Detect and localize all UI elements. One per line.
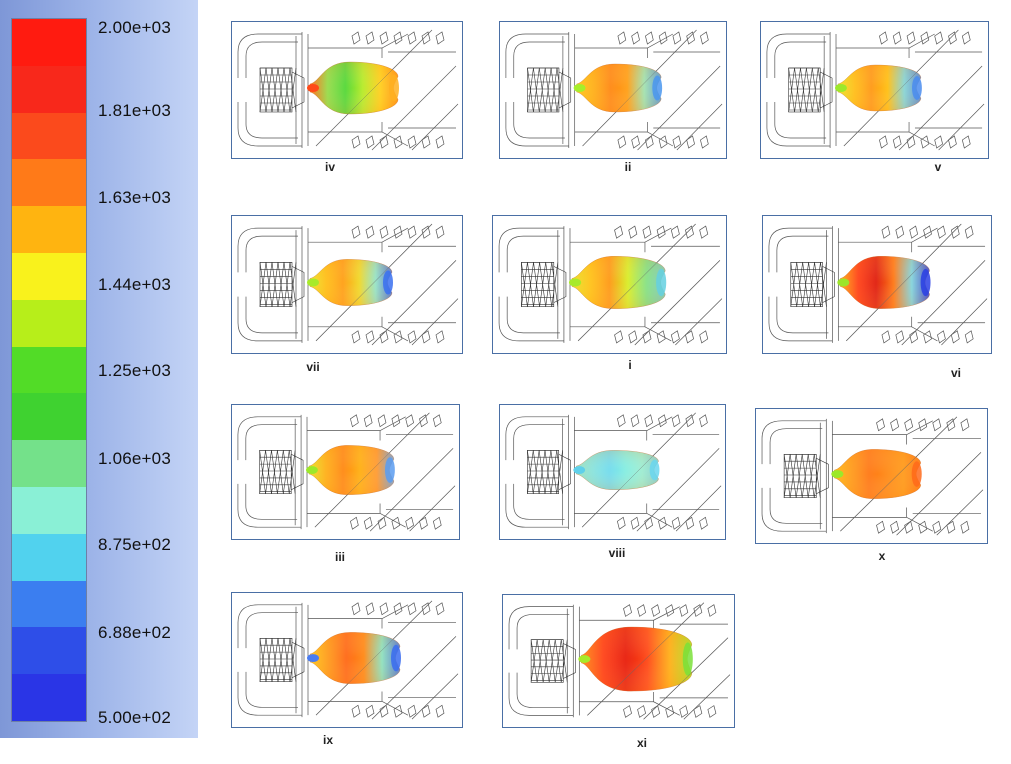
legend-swatch	[12, 627, 86, 675]
panel-vii	[231, 215, 463, 354]
legend-tick-label: 1.25e+03	[98, 361, 171, 380]
combustor-wireframe	[768, 223, 988, 346]
color-legend: 2.00e+03 1.81e+03 1.63e+03 1.44e+03 1.25e+03…	[0, 0, 198, 738]
legend-swatch	[12, 299, 86, 347]
legend-swatch	[12, 65, 86, 113]
combustor-wireframe	[505, 29, 723, 151]
combustor-wireframe	[505, 412, 722, 532]
legend-swatch	[12, 674, 86, 721]
legend-swatch	[12, 393, 86, 441]
legend-swatch	[12, 440, 86, 487]
legend-swatch	[12, 112, 86, 160]
legend-tick-label: 8.75e+02	[98, 535, 171, 554]
combustor-wireframe	[766, 29, 985, 151]
legend-swatch	[12, 159, 86, 207]
panel-x	[755, 408, 988, 544]
case-label-vii: vii	[306, 360, 320, 374]
combustor-wireframe	[237, 600, 459, 720]
case-label-v: v	[934, 160, 942, 174]
case-label-x: x	[878, 549, 886, 563]
legend-tick-label: 6.88e+02	[98, 623, 171, 642]
legend-swatch	[12, 580, 86, 628]
panel-iv	[231, 21, 463, 159]
legend-swatch	[12, 252, 86, 300]
panel-v	[760, 21, 989, 159]
color-scale-bar	[11, 18, 87, 722]
case-label-iv: iv	[324, 160, 336, 174]
combustor-wireframe	[237, 412, 456, 532]
legend-tick-label: 2.00e+03	[98, 18, 171, 37]
legend-tick-label: 1.81e+03	[98, 101, 171, 120]
case-label-xi: xi	[636, 736, 648, 750]
legend-swatch	[12, 486, 86, 534]
legend-swatch	[12, 346, 86, 394]
panel-iii	[231, 404, 460, 540]
case-label-iii: iii	[334, 550, 346, 564]
panel-xi	[502, 594, 735, 728]
legend-tick-label: 1.06e+03	[98, 449, 171, 468]
legend-swatch	[12, 19, 86, 66]
panel-viii	[499, 404, 726, 540]
panel-i	[492, 215, 727, 354]
case-label-i: i	[628, 358, 632, 372]
combustor-wireframe	[761, 416, 984, 536]
panel-ii	[499, 21, 727, 159]
legend-swatch	[12, 533, 86, 581]
case-label-viii: viii	[608, 546, 626, 560]
legend-swatch	[12, 206, 86, 253]
legend-tick-label: 5.00e+02	[98, 708, 171, 727]
panel-vi	[762, 215, 992, 354]
combustor-wireframe	[498, 223, 723, 346]
case-label-ix: ix	[322, 733, 334, 747]
combustor-wireframe	[237, 223, 459, 346]
case-label-vi: vi	[950, 366, 962, 380]
case-label-ii: ii	[624, 160, 632, 174]
panel-ix	[231, 592, 463, 728]
legend-tick-label: 1.44e+03	[98, 275, 171, 294]
combustor-wireframe	[237, 29, 459, 151]
legend-tick-label: 1.63e+03	[98, 188, 171, 207]
combustor-wireframe	[508, 602, 731, 720]
